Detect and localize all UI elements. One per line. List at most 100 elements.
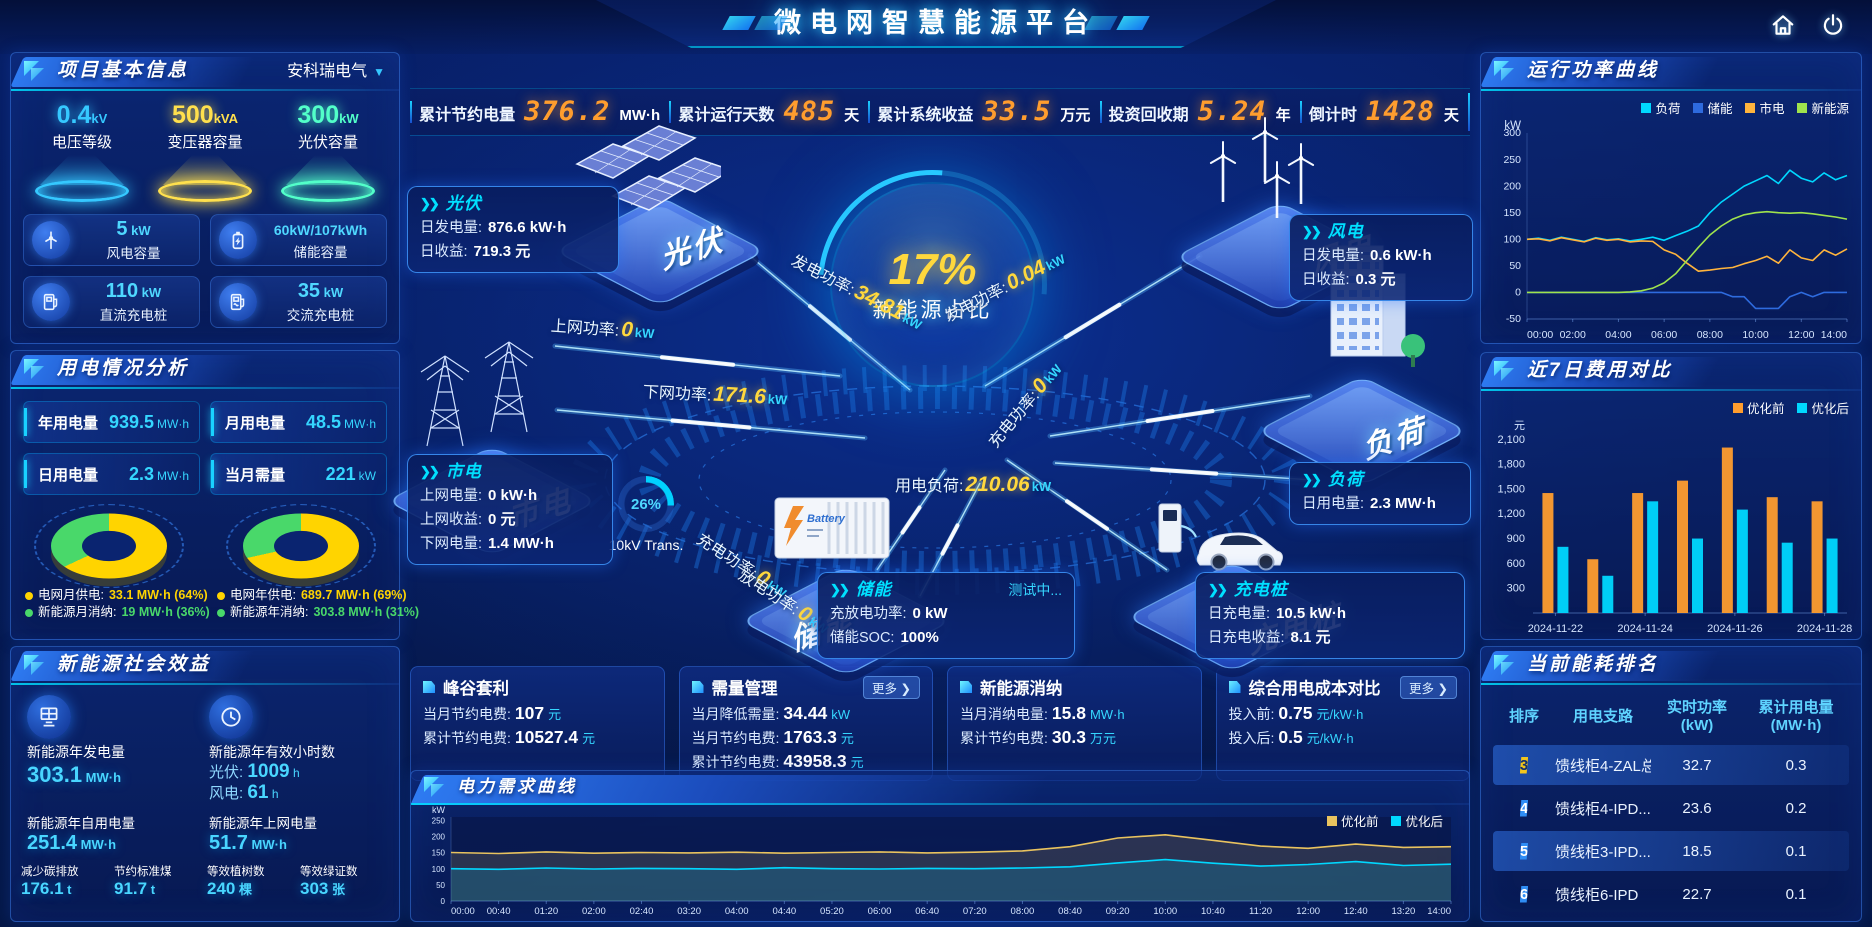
flow-value: 210.06 bbox=[965, 473, 1030, 496]
usage-stat-value: 48.5 bbox=[305, 411, 341, 432]
usage-stat-label: 日用电量 bbox=[38, 466, 99, 484]
card-header: 峰谷套利 bbox=[423, 675, 652, 699]
capacity-unit: kW bbox=[320, 285, 344, 300]
tooltip-value: 2.3 MW·h bbox=[1370, 495, 1436, 512]
capacity-card: 5 kW 风电容量 bbox=[23, 214, 200, 266]
card-row-label: 累计节约电费: bbox=[691, 754, 780, 770]
table-row[interactable]: 4 馈线柜4-IPD... 23.6 0.2 bbox=[1493, 788, 1849, 828]
card-row: 当月消纳电量: 15.8 MW·h bbox=[960, 702, 1189, 726]
chevron-right-icon: ❯❯ bbox=[420, 196, 440, 211]
spotlight-unit: kV bbox=[91, 111, 108, 126]
ranking-column-header: 累计用电量 (MW·h) bbox=[1758, 699, 1834, 734]
kpi-unit: MW·h bbox=[619, 107, 661, 124]
svg-text:14:00: 14:00 bbox=[1427, 906, 1451, 917]
capacity-text: 35 kW 交流充电桩 bbox=[263, 280, 378, 324]
card-corner-icon bbox=[691, 681, 704, 693]
panel-title: 新能源社会效益 bbox=[57, 654, 212, 675]
new-energy-ratio-value: 17% bbox=[888, 244, 977, 294]
capacity-unit: kW bbox=[127, 223, 151, 238]
power-icon[interactable] bbox=[1820, 12, 1846, 43]
node-wind: 风电 bbox=[1161, 117, 1391, 338]
card-header: 综合用电成本对比 更多 ❯ bbox=[1228, 675, 1457, 699]
table-row[interactable]: 3 馈线柜4-ZAL总 32.7 0.3 bbox=[1493, 745, 1849, 785]
chevron-down-icon: ▼ bbox=[373, 65, 385, 79]
card-row-unit: MW·h bbox=[1089, 707, 1125, 722]
metric-unit: h bbox=[268, 787, 279, 801]
card-row-unit: 元 bbox=[582, 731, 596, 746]
legend-swatch bbox=[1693, 102, 1704, 113]
donut-chart bbox=[51, 513, 167, 579]
metric-label: 等效绿证数 bbox=[300, 866, 358, 878]
table-row[interactable]: 5 馈线柜3-IPD... 18.5 0.1 bbox=[1493, 831, 1849, 871]
panel-corner-icon bbox=[24, 655, 48, 677]
status-badge: 测试中... bbox=[1008, 582, 1062, 598]
home-icon[interactable] bbox=[1770, 12, 1796, 43]
green-mini-metrics: 减少碳排放 176.1 t 节约标准煤 91.7 t 等效植树数 240 棵等效绿证数 30… bbox=[11, 855, 399, 899]
tooltip-value: 0 元 bbox=[488, 511, 516, 528]
capacity-value: 60kW/107kWh bbox=[273, 222, 368, 238]
svg-text:08:40: 08:40 bbox=[1058, 906, 1082, 917]
battery-container-icon: Battery bbox=[759, 482, 909, 582]
svg-text:02:40: 02:40 bbox=[630, 906, 654, 917]
table-row[interactable]: 6 馈线柜6-IPD 22.7 0.1 bbox=[1493, 874, 1849, 903]
metric-value: 61 bbox=[247, 782, 269, 803]
spotlight-stat: 0.4kV 电压等级 bbox=[23, 101, 141, 202]
rank-badge: 4 bbox=[1519, 799, 1529, 817]
card-row-value: 15.8 bbox=[1051, 703, 1086, 723]
metric-value: 303 张 bbox=[300, 879, 345, 898]
svg-text:03:20: 03:20 bbox=[677, 906, 701, 917]
ranking-column-header: 实时功率 (kW) bbox=[1666, 699, 1727, 734]
donut-block: 电网月供电: 33.1 MW·h (64%) 新能源月消纳: 19 MW·h (36%… bbox=[21, 501, 210, 621]
company-select[interactable]: 安科瑞电气 ▼ bbox=[287, 63, 385, 80]
capacity-label: 直流充电桩 bbox=[99, 308, 168, 323]
panel-run-power: 运行功率曲线 负荷 储能 市电 新能源 kW 300 250 200 150 100 50 0 -50… bbox=[1480, 52, 1862, 344]
solar-energy-icon bbox=[27, 695, 71, 739]
svg-text:2024-11-22: 2024-11-22 bbox=[1528, 623, 1583, 635]
ranking-table: 排序 用电支路 实时功率 (kW) 累计用电量 (MW·h) 3 馈线柜4-ZAL总 32.7… bbox=[1481, 685, 1861, 903]
power-cell: 18.5 bbox=[1682, 842, 1712, 860]
card-row-value: 34.44 bbox=[783, 703, 828, 723]
legend-dot bbox=[25, 591, 33, 600]
legend-item: 新能源 bbox=[1797, 98, 1849, 117]
panel-cost-compare-header: 近7日费用对比 bbox=[1481, 353, 1861, 391]
capacity-card: 110 kW 直流充电桩 bbox=[23, 276, 200, 328]
flow-value: 171.6 bbox=[712, 382, 767, 409]
spotlight-label: 变压器容量 bbox=[167, 134, 243, 151]
spotlight-value: 300kW bbox=[269, 101, 387, 130]
green-metrics: 新能源年自用电量 251.4 MW·h 新能源年上网电量 51.7 MW·h bbox=[11, 804, 399, 855]
panel-energy-ranking-header: 当前能耗排名 bbox=[1481, 647, 1861, 685]
panel-green-benefit-header: 新能源社会效益 bbox=[11, 647, 399, 685]
panel-green-benefit: 新能源社会效益 新能源年发电量 303.1 MW·h 新能源年有效小时数 光伏: 10… bbox=[10, 646, 400, 922]
panel-title: 电力需求曲线 bbox=[457, 777, 577, 796]
card-corner-icon bbox=[423, 681, 435, 693]
legend-swatch bbox=[1797, 102, 1808, 113]
svg-text:1,200: 1,200 bbox=[1497, 508, 1525, 520]
svg-text:04:00: 04:00 bbox=[725, 906, 749, 917]
strategy-card: 综合用电成本对比 更多 ❯ 投入前: 0.75 元/kW·h 投入后: 0.5 元/kW·h bbox=[1215, 666, 1470, 781]
svg-text:300: 300 bbox=[1507, 583, 1525, 595]
svg-text:09:20: 09:20 bbox=[1106, 906, 1130, 917]
svg-text:200: 200 bbox=[432, 833, 446, 842]
legend-value: 19 MW·h (36%) bbox=[121, 605, 210, 619]
card-row-value: 0.5 bbox=[1278, 727, 1303, 747]
tooltip-value: 0 kW·h bbox=[488, 487, 538, 504]
svg-text:12:00: 12:00 bbox=[1788, 329, 1814, 341]
svg-text:06:00: 06:00 bbox=[1651, 329, 1677, 341]
panel-demand-curve: 电力需求曲线 优化前 优化后 kW 250 200 150 100 50 0 00:00 00:4… bbox=[410, 770, 1470, 922]
svg-text:200: 200 bbox=[1503, 180, 1521, 192]
kpi-item: 累计运行天数 485 天 bbox=[669, 97, 868, 127]
metric-unit: MW·h bbox=[247, 837, 287, 852]
svg-text:50: 50 bbox=[1509, 260, 1521, 272]
capacity-value: 35 kW bbox=[297, 280, 344, 302]
kpi-value: 1428 bbox=[1365, 96, 1435, 127]
capacity-text: 5 kW 风电容量 bbox=[76, 218, 191, 262]
more-button[interactable]: 更多 ❯ bbox=[863, 675, 920, 699]
ev-car-icon bbox=[1149, 478, 1309, 583]
metric-unit: t bbox=[63, 882, 72, 897]
kpi-label: 倒计时 bbox=[1308, 107, 1357, 124]
branch-cell: 馈线柜4-IPD... bbox=[1555, 800, 1651, 818]
clock-icon bbox=[209, 695, 253, 739]
tooltip-row: 日收益: 719.3 元 bbox=[420, 243, 531, 260]
svg-text:07:20: 07:20 bbox=[963, 906, 987, 917]
more-button[interactable]: 更多 ❯ bbox=[1400, 675, 1457, 699]
